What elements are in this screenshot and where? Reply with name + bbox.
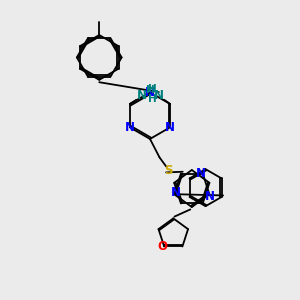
Text: N: N — [165, 121, 175, 134]
Text: H: H — [148, 84, 157, 94]
Text: H: H — [148, 94, 157, 104]
Text: N: N — [171, 186, 181, 199]
Text: N: N — [204, 190, 214, 203]
Text: N: N — [196, 167, 206, 180]
Text: S: S — [164, 164, 173, 176]
Text: H: H — [146, 85, 155, 95]
Text: N: N — [154, 89, 164, 102]
Text: N: N — [137, 89, 147, 102]
Text: O: O — [158, 240, 168, 253]
Text: N: N — [125, 121, 135, 134]
Text: N: N — [145, 86, 155, 99]
